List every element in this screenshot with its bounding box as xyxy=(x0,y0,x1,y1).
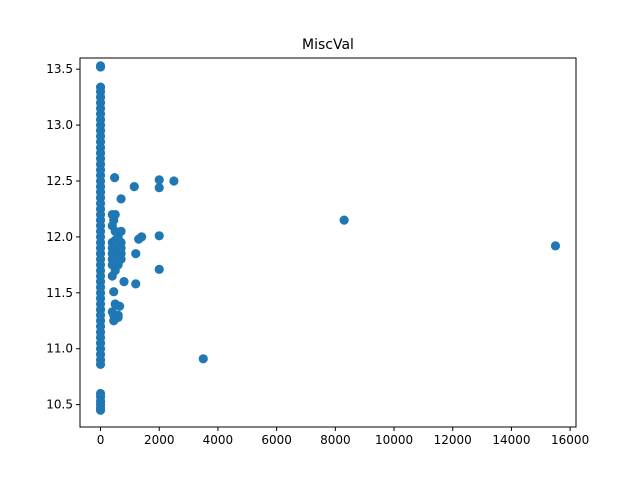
data-point xyxy=(154,264,164,274)
data-point xyxy=(154,183,164,193)
data-point xyxy=(110,209,120,220)
points-layer xyxy=(95,61,561,415)
data-point xyxy=(131,249,141,259)
data-point xyxy=(95,405,106,415)
data-point xyxy=(550,241,561,251)
y-tick-label: 13.5 xyxy=(46,62,73,76)
y-tick-label: 12.0 xyxy=(46,230,73,244)
y-tick-label: 13.0 xyxy=(46,118,73,132)
x-tick-label: 2000 xyxy=(144,433,175,447)
x-tick-label: 10000 xyxy=(375,433,413,447)
data-point xyxy=(154,175,164,185)
data-point xyxy=(113,312,123,323)
x-tick-label: 14000 xyxy=(492,433,530,447)
data-point xyxy=(110,173,120,183)
data-point xyxy=(116,226,126,236)
data-point xyxy=(119,277,129,287)
data-point xyxy=(131,279,141,289)
y-tick-label: 12.5 xyxy=(46,174,73,188)
y-tick-label: 11.0 xyxy=(46,342,73,356)
data-point xyxy=(109,287,119,297)
data-point xyxy=(95,62,106,72)
y-tick-label: 11.5 xyxy=(46,286,73,300)
data-point xyxy=(198,354,208,364)
data-point xyxy=(137,232,147,242)
data-point xyxy=(116,194,126,204)
x-tick-label: 6000 xyxy=(261,433,292,447)
x-tick-label: 8000 xyxy=(320,433,351,447)
data-point xyxy=(95,359,106,369)
data-point xyxy=(154,231,164,241)
x-axis: 0 2000 4000 6000 8000 10000 12000 14000 16000 xyxy=(97,427,589,447)
x-tick-label: 16000 xyxy=(551,433,589,447)
plot-frame xyxy=(79,57,577,428)
chart-title: MiscVal xyxy=(302,37,354,53)
data-point xyxy=(169,176,179,186)
x-tick-label: 4000 xyxy=(203,433,234,447)
data-point xyxy=(339,215,349,225)
x-tick-label: 0 xyxy=(97,433,105,447)
data-point xyxy=(116,254,126,264)
data-point xyxy=(115,301,125,311)
x-tick-label: 12000 xyxy=(434,433,472,447)
y-tick-label: 10.5 xyxy=(46,398,73,412)
data-point xyxy=(129,181,139,192)
y-axis: 10.5 11.0 11.5 12.0 12.5 13.0 13.5 xyxy=(46,62,80,412)
